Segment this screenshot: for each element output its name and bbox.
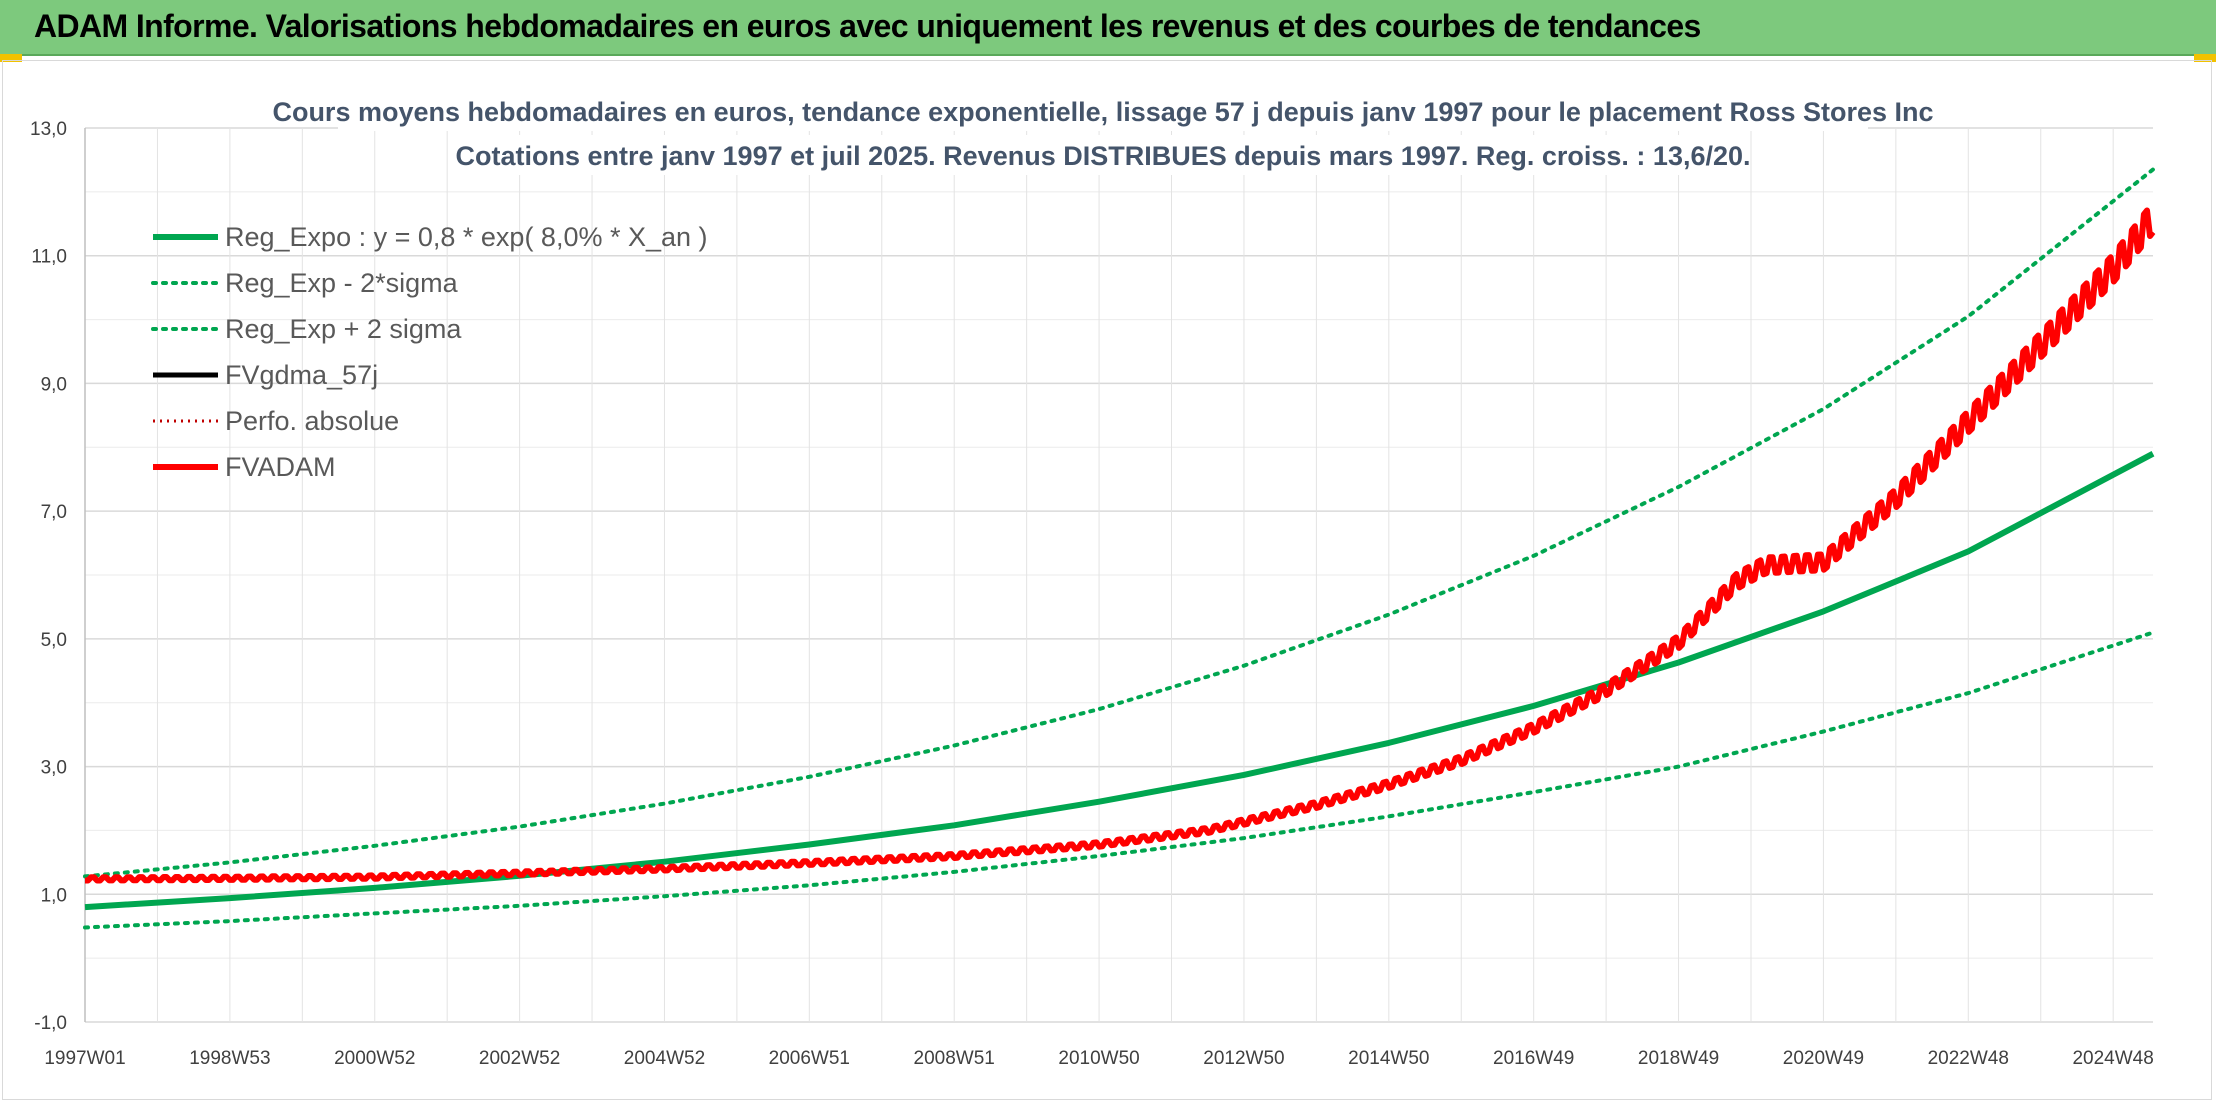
legend-label-reg_plus: Reg_Exp + 2 sigma [225, 314, 462, 344]
x-tick-label: 2022W48 [1928, 1048, 2009, 1069]
x-tick-label: 2016W49 [1493, 1048, 1574, 1069]
y-tick-label: 3,0 [41, 758, 67, 779]
x-tick-label: 2006W51 [769, 1048, 850, 1069]
x-tick-label: 2024W48 [2072, 1048, 2153, 1069]
banner-corner-left [0, 54, 22, 62]
x-tick-label: 2010W50 [1058, 1048, 1139, 1069]
title-background [338, 91, 1868, 131]
y-tick-label: 13,0 [30, 119, 67, 140]
y-tick-label: 5,0 [41, 630, 67, 651]
series-line-reg_expo [84, 451, 2155, 911]
legend-label-reg_expo: Reg_Expo : y = 0,8 * exp( 8,0% * X_an ) [225, 222, 708, 252]
series-line-reg_plus [83, 167, 2155, 879]
x-tick-label: 2008W51 [914, 1048, 995, 1069]
x-tick-label: 1998W53 [189, 1048, 270, 1069]
series-line-fvadam [85, 207, 2156, 884]
legend-label-fvadam: FVADAM [225, 452, 336, 482]
legend-label-fvgdma: FVgdma_57j [225, 360, 378, 390]
x-tick-label: 2004W52 [624, 1048, 705, 1069]
x-tick-label: 2020W49 [1783, 1048, 1864, 1069]
chart-title: Cours moyens hebdomadaires en euros, ten… [272, 97, 1933, 127]
y-tick-label: 1,0 [41, 885, 67, 906]
subtitle-background [503, 135, 1703, 175]
series-line-reg_minus [83, 630, 2155, 930]
x-tick-label: 2012W50 [1203, 1048, 1284, 1069]
x-tick-label: 2014W50 [1348, 1048, 1429, 1069]
series-lines [83, 167, 2156, 930]
chart-subtitle: Cotations entre janv 1997 et juil 2025. … [455, 141, 1750, 171]
axes: -1,0 1,0 3,0 5,0 7,0 9,0 11,0 13,0 1997W01 1998W5… [30, 119, 2154, 1069]
y-tick-label: -1,0 [34, 1013, 67, 1034]
y-tick-label: 9,0 [41, 374, 67, 395]
legend: Reg_Expo : y = 0,8 * exp( 8,0% * X_an ) R… [151, 222, 708, 482]
x-tick-label: 2000W52 [334, 1048, 415, 1069]
legend-label-reg_minus: Reg_Exp - 2*sigma [225, 268, 459, 298]
legend-label-perfo: Perfo. absolue [225, 406, 399, 436]
x-tick-label: 2018W49 [1638, 1048, 1719, 1069]
x-tick-label: 1997W01 [44, 1048, 125, 1069]
chart-area: -1,0 1,0 3,0 5,0 7,0 9,0 11,0 13,0 1997W01 1998W5… [2, 60, 2212, 1100]
banner-corner-right [2194, 54, 2216, 62]
line-chart: -1,0 1,0 3,0 5,0 7,0 9,0 11,0 13,0 1997W01 1998W5… [30, 91, 2156, 1069]
x-tick-label: 2002W52 [479, 1048, 560, 1069]
report-title: ADAM Informe. Valorisations hebdomadaire… [34, 8, 1701, 44]
report-banner: ADAM Informe. Valorisations hebdomadaire… [0, 0, 2216, 56]
y-tick-label: 7,0 [41, 502, 67, 523]
y-tick-label: 11,0 [31, 247, 67, 268]
